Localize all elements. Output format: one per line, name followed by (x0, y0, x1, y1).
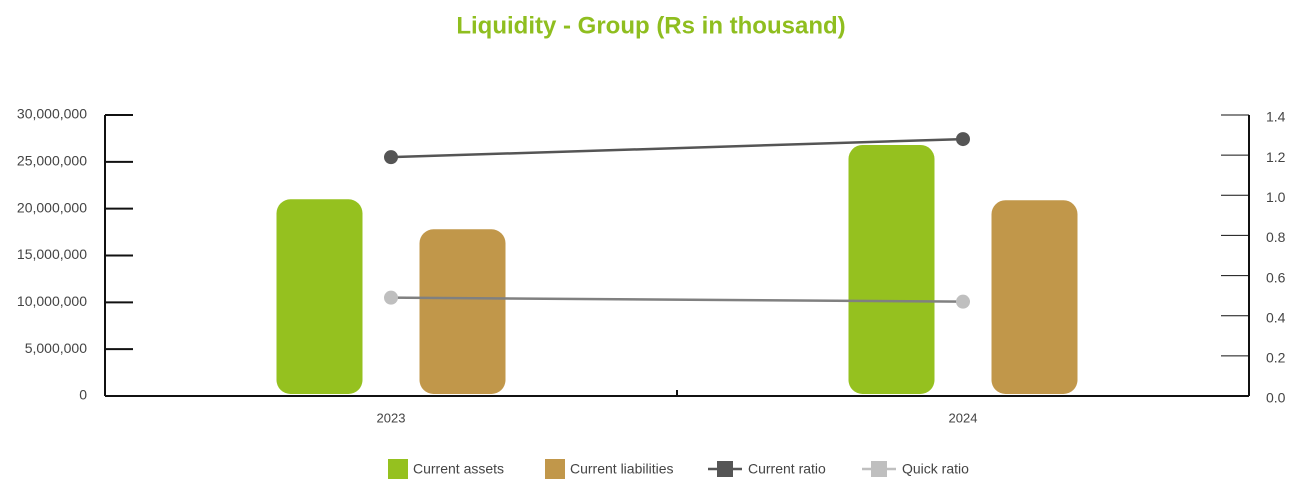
bar (848, 144, 935, 394)
y-tick-label: 0 (79, 387, 87, 403)
y2-tick-label: 1.4 (1266, 109, 1286, 125)
legend-marker (545, 459, 565, 479)
line-point (384, 150, 398, 165)
y2-tick-label: 0.4 (1266, 309, 1286, 325)
bar (419, 229, 506, 394)
y-tick-label: 25,000,000 (17, 153, 87, 169)
legend-marker (717, 461, 733, 477)
line (390, 296, 964, 303)
line-point (956, 132, 970, 147)
chart-title: Liquidity - Group (Rs in thousand) (456, 12, 845, 39)
y-tick-label: 15,000,000 (17, 246, 87, 262)
x-tick-label: 2024 (949, 410, 978, 425)
y2-tick-label: 1.0 (1266, 189, 1286, 205)
legend-label: Current assets (413, 461, 504, 477)
y2-tick-label: 0.2 (1266, 350, 1286, 366)
legend-marker (388, 459, 408, 479)
y2-tick-label: 0.0 (1266, 390, 1286, 406)
line-point (956, 294, 970, 309)
y-tick-label: 20,000,000 (17, 199, 87, 215)
y-tick-label: 10,000,000 (17, 293, 87, 309)
y2-tick-label: 0.6 (1266, 269, 1286, 285)
y2-tick-label: 1.2 (1266, 149, 1286, 165)
y-tick-label: 5,000,000 (25, 340, 87, 356)
legend-marker (871, 461, 887, 477)
legend-label: Current ratio (748, 461, 826, 477)
x-tick-label: 2023 (377, 410, 406, 425)
bar (991, 200, 1078, 394)
y-tick-label: 30,000,000 (17, 106, 87, 122)
line-point (384, 290, 398, 305)
y2-tick-label: 0.8 (1266, 229, 1286, 245)
bar (276, 199, 363, 394)
line (390, 137, 964, 159)
legend-label: Quick ratio (902, 461, 969, 477)
legend-label: Current liabilities (570, 461, 673, 477)
